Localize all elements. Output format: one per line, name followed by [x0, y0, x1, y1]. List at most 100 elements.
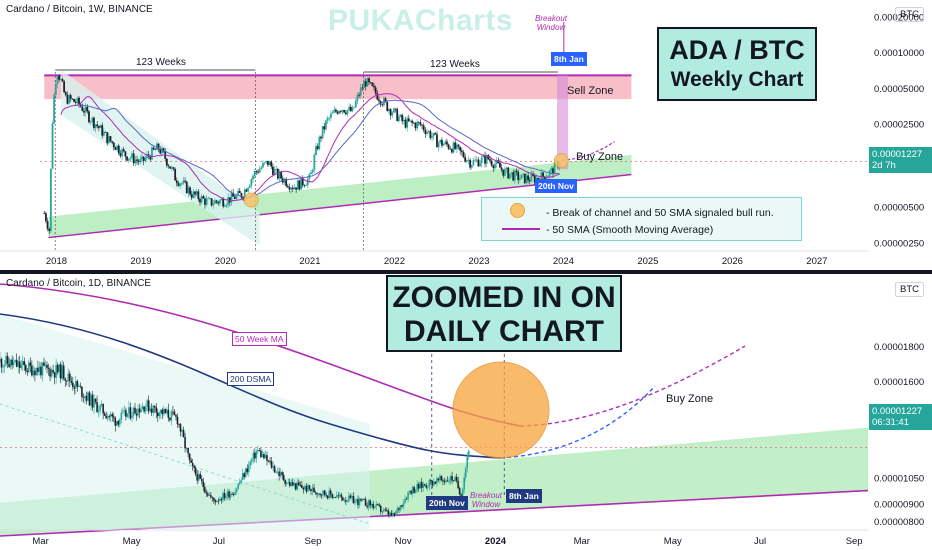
daily-candle: [176, 416, 179, 425]
weekly-candle: [333, 109, 336, 113]
weekly-candle: [513, 170, 516, 181]
daily-candle: [217, 500, 220, 502]
daily-candle: [79, 385, 82, 387]
weekly-candle: [84, 106, 87, 113]
weekly-candle: [439, 139, 442, 143]
daily-candle: [386, 510, 388, 512]
weekly-candle: [91, 117, 94, 123]
daily-candle: [220, 499, 223, 501]
daily-candle: [188, 453, 191, 461]
weekly-candle: [286, 185, 289, 188]
weekly-candle: [455, 144, 458, 149]
weekly-candle: [406, 118, 409, 128]
daily-candle: [99, 405, 101, 411]
weekly-candle: [462, 152, 465, 158]
daily-candle: [72, 382, 74, 388]
daily-candle: [232, 494, 235, 496]
weekly-candle: [56, 76, 59, 84]
weekly-candle: [482, 155, 485, 158]
weekly-candle: [442, 143, 445, 146]
daily-candle: [0, 358, 3, 368]
weekly-candle: [353, 107, 356, 109]
weekly-candle: [210, 198, 213, 206]
weekly-candle: [310, 172, 312, 175]
daily-candle: [460, 494, 462, 497]
weekly-candle: [384, 98, 387, 102]
daily-candle: [24, 365, 27, 371]
weekly-candle: [117, 145, 120, 154]
daily-candle: [234, 492, 236, 495]
daily-candle: [428, 479, 431, 487]
daily-candle: [313, 487, 315, 493]
daily-candle: [390, 512, 393, 516]
weekly-chart-pane[interactable]: 0.00020000 0.00010000 0.00005000 0.00002500…: [0, 0, 932, 270]
daily-candle: [384, 509, 387, 511]
daily-candle: [290, 482, 293, 486]
weekly-candle: [131, 153, 133, 158]
daily-candle: [0, 358, 1, 362]
daily-candle: [34, 370, 36, 376]
pane-divider[interactable]: [0, 270, 932, 274]
weekly-down-channel: [61, 70, 260, 246]
weekly-candle: [452, 142, 455, 153]
daily-candle: [352, 496, 355, 504]
daily-candle: [244, 468, 247, 478]
weekly-axis-unit[interactable]: BTC: [895, 7, 924, 22]
weekly-candle: [124, 151, 127, 157]
weekly-candle: [258, 169, 261, 173]
weekly-candle: [508, 173, 511, 179]
weekly-x-tick: 2024: [553, 256, 574, 267]
daily-candle: [332, 497, 335, 498]
daily-candle: [167, 409, 170, 418]
weekly-candle: [417, 121, 420, 123]
daily-candle: [185, 448, 188, 449]
weekly-candle: [518, 178, 521, 180]
daily-candle: [41, 362, 44, 376]
weekly-candle: [330, 113, 332, 118]
weekly-candle: [396, 109, 399, 122]
daily-candle: [140, 409, 142, 413]
daily-candle: [329, 490, 332, 495]
daily-candle: [458, 487, 461, 495]
weekly-candle: [411, 120, 414, 123]
daily-candle: [276, 471, 279, 473]
daily-signal-circle: [452, 361, 550, 459]
daily-candle: [199, 474, 202, 479]
daily-candle: [138, 408, 141, 413]
weekly-candle: [550, 168, 553, 171]
daily-candle: [182, 429, 185, 438]
daily-chart-pane[interactable]: 0.000018000.000016000.000014000.00001050…: [0, 274, 932, 550]
weekly-candle: [207, 198, 210, 200]
weekly-candle: [132, 153, 135, 164]
weekly-candle: [93, 117, 95, 128]
daily-candle: [363, 499, 365, 500]
daily-candle: [295, 483, 297, 490]
daily-candle: [44, 364, 47, 366]
daily-candle: [452, 480, 455, 482]
weekly-candle: [341, 110, 344, 112]
weekly-candle: [358, 94, 360, 96]
daily-axis-unit[interactable]: BTC: [895, 282, 924, 297]
weekly-candle: [107, 136, 110, 144]
weekly-candle: [537, 177, 539, 181]
weekly-candle: [49, 168, 52, 232]
weekly-candle: [290, 187, 293, 190]
daily-candle: [231, 494, 233, 495]
daily-candle: [75, 381, 77, 389]
weekly-candle: [475, 159, 478, 161]
daily-x-tick: May: [664, 536, 682, 547]
weekly-candle: [444, 141, 447, 144]
daily-candle: [96, 401, 98, 412]
weekly-candle: [293, 187, 296, 190]
daily-chart-canvas[interactable]: 0.000018000.000016000.000014000.00001050…: [0, 274, 932, 550]
daily-symbol-title: Cardano / Bitcoin, 1D, BINANCE: [6, 278, 152, 289]
weekly-candle: [349, 106, 352, 112]
daily-candle: [299, 485, 302, 486]
weekly-candle: [295, 187, 298, 190]
daily-x-tick: Mar: [32, 536, 48, 547]
weekly-chart-canvas[interactable]: 0.00020000 0.00010000 0.00005000 0.00002500…: [0, 0, 932, 270]
weekly-candle: [205, 198, 208, 205]
weekly-candle: [273, 169, 276, 175]
daily-candle: [331, 494, 334, 498]
daily-candle: [461, 489, 464, 497]
